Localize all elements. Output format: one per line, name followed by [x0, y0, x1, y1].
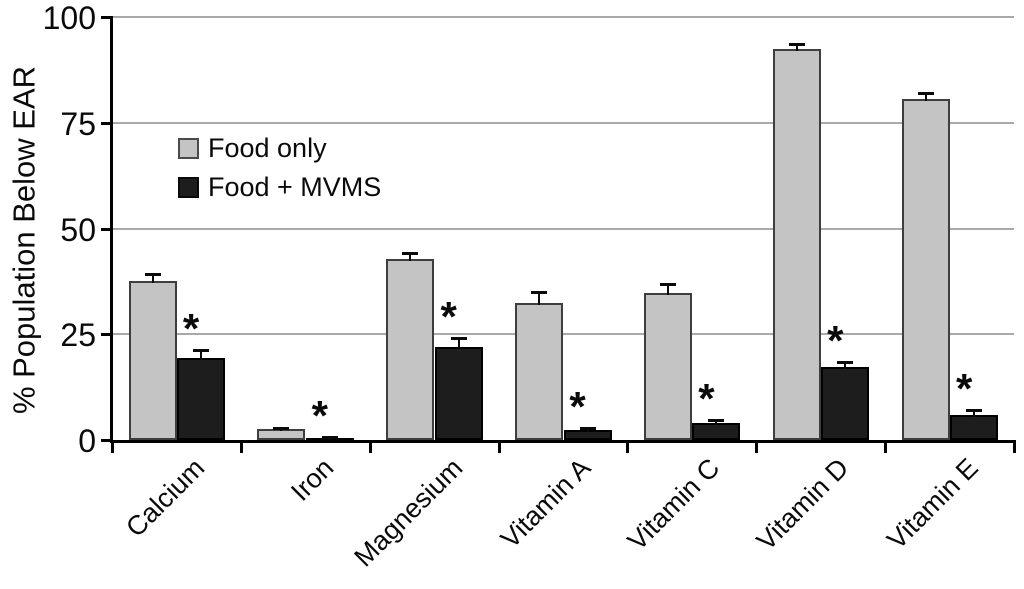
error-bar-line-vitamin-e-s0 [924, 92, 927, 102]
bar-food-only-vitamin-c [643, 292, 692, 440]
legend-swatch-food-only [178, 138, 199, 159]
x-tick-1 [239, 442, 243, 453]
error-bar-line-vitamin-c-s1 [715, 419, 718, 426]
x-tick-0 [111, 442, 114, 453]
bar-food-only-vitamin-e [901, 99, 950, 440]
y-tick-75 [101, 121, 113, 125]
error-bar-line-vitamin-c-s0 [666, 284, 669, 295]
error-bar-cap-vitamin-d-s0 [788, 43, 805, 47]
bar-food-only-magnesium [386, 258, 435, 440]
gridline-75 [112, 121, 1014, 124]
y-tick-label-50: 50 [60, 211, 96, 248]
y-tick-label-75: 75 [60, 105, 96, 142]
y-tick-0 [101, 439, 113, 442]
x-tick-4 [626, 442, 630, 453]
x-category-label-magnesium: Magnesium [348, 452, 468, 573]
error-bar-line-magnesium-s1 [457, 338, 460, 349]
error-bar-cap-iron-s0 [273, 426, 290, 430]
y-tick-100 [101, 16, 113, 19]
bar-food-mvms-vitamin-e [950, 414, 999, 440]
x-axis-line [110, 440, 1016, 443]
bar-food-only-vitamin-d [772, 48, 821, 440]
y-tick-label-25: 25 [60, 317, 96, 354]
bar-food-mvms-magnesium [434, 346, 483, 440]
error-bar-line-vitamin-e-s1 [973, 410, 976, 417]
gridline-50 [112, 227, 1014, 230]
y-tick-label-100: 100 [42, 0, 96, 36]
x-tick-2 [368, 442, 372, 453]
significance-asterisk-iron: * [311, 391, 329, 439]
error-bar-cap-calcium-s0 [144, 272, 161, 276]
legend-item-food-mvms: Food + MVMS [178, 168, 381, 207]
error-bar-line-vitamin-a-s1 [586, 428, 589, 433]
bar-food-only-calcium [128, 281, 177, 440]
error-bar-cap-iron-s1 [321, 435, 338, 439]
error-bar-line-calcium-s0 [151, 273, 154, 284]
bar-food-mvms-calcium [177, 357, 225, 440]
x-category-label-vitamin-e: Vitamin E [880, 452, 984, 556]
x-tick-5 [755, 442, 759, 453]
x-tick-3 [497, 442, 501, 453]
error-bar-line-vitamin-a-s0 [538, 291, 541, 305]
y-tick-50 [101, 227, 113, 231]
significance-asterisk-vitamin-d: * [827, 316, 844, 364]
error-bar-cap-magnesium-s0 [402, 251, 419, 255]
error-bar-cap-vitamin-e-s1 [966, 409, 983, 413]
gridline-100 [112, 16, 1014, 18]
legend-swatch-food-mvms [178, 177, 199, 198]
legend-item-food-only: Food only [178, 129, 381, 168]
bar-food-mvms-vitamin-c [692, 423, 741, 440]
x-category-label-vitamin-c: Vitamin C [622, 452, 726, 557]
x-category-label-vitamin-d: Vitamin D [750, 452, 855, 557]
error-bar-cap-vitamin-a-s1 [579, 427, 596, 431]
error-bar-cap-vitamin-d-s1 [837, 360, 854, 364]
significance-asterisk-vitamin-c: * [698, 374, 715, 422]
error-bar-line-vitamin-d-s0 [795, 44, 798, 51]
significance-asterisk-calcium: * [182, 304, 200, 352]
error-bar-cap-vitamin-a-s0 [531, 290, 548, 294]
legend: Food only Food + MVMS [178, 129, 381, 207]
legend-label-food-mvms: Food + MVMS [208, 172, 382, 202]
legend-label-food-only: Food only [208, 133, 327, 163]
bar-food-only-vitamin-a [515, 302, 564, 440]
error-bar-line-calcium-s1 [200, 349, 202, 360]
x-category-label-vitamin-a: Vitamin A [495, 452, 597, 555]
x-tick-6 [884, 442, 888, 453]
y-axis-line [110, 16, 113, 443]
error-bar-cap-vitamin-e-s0 [917, 91, 934, 95]
error-bar-line-vitamin-d-s1 [844, 361, 847, 369]
significance-asterisk-vitamin-e: * [955, 365, 973, 413]
error-bar-cap-vitamin-c-s1 [708, 418, 725, 422]
x-category-label-iron: Iron [284, 452, 340, 507]
error-bar-line-magnesium-s0 [409, 252, 412, 261]
y-tick-label-0: 0 [78, 423, 96, 459]
bar-food-mvms-vitamin-d [821, 366, 870, 440]
x-tick-7 [1013, 442, 1016, 453]
x-category-label-calcium: Calcium [120, 452, 211, 543]
error-bar-cap-magnesium-s1 [450, 337, 467, 341]
error-bar-cap-vitamin-c-s0 [659, 283, 676, 287]
significance-asterisk-magnesium: * [440, 293, 457, 341]
significance-asterisk-vitamin-a: * [569, 383, 586, 431]
error-bar-cap-calcium-s1 [193, 348, 209, 352]
y-tick-25 [101, 333, 113, 337]
